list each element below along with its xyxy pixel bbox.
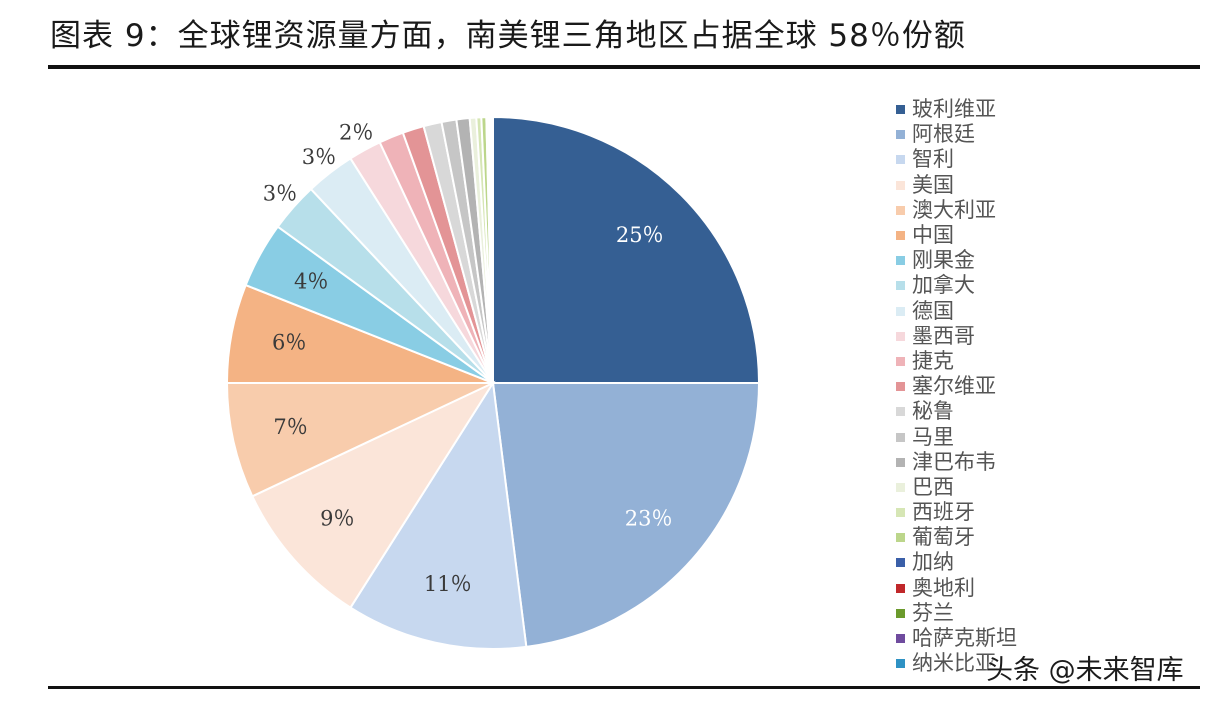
legend-swatch	[896, 105, 905, 115]
legend-item: 澳大利亚	[896, 198, 1017, 223]
pie-slice	[491, 382, 761, 649]
legend-swatch	[896, 508, 905, 518]
pie-slice	[225, 382, 494, 498]
legend-swatch	[896, 583, 905, 593]
legend-label: 中国	[912, 223, 954, 248]
legend-swatch	[896, 356, 905, 366]
legend-item: 秘鲁	[896, 399, 1017, 424]
legend-swatch	[896, 382, 905, 392]
legend-label: 捷克	[912, 348, 954, 373]
legend-label: 马里	[912, 424, 954, 449]
legend-item: 美国	[896, 173, 1017, 198]
legend-label: 巴西	[912, 474, 954, 499]
legend-label: 智利	[912, 147, 954, 172]
legend-label: 刚果金	[912, 248, 975, 273]
legend-swatch	[896, 659, 905, 669]
legend-label: 德国	[912, 298, 954, 323]
legend-item: 巴西	[896, 475, 1017, 500]
slice-data-label: 6％	[272, 331, 306, 355]
legend-item: 玻利维亚	[896, 97, 1017, 122]
legend-label: 芬兰	[912, 600, 954, 625]
legend-item: 阿根廷	[896, 122, 1017, 147]
legend-swatch	[896, 482, 905, 492]
chart-title: 图表 9：全球锂资源量方面，南美锂三角地区占据全球 58％份额	[50, 18, 966, 54]
legend-swatch	[896, 231, 905, 241]
legend-swatch	[896, 634, 905, 644]
legend-swatch	[896, 407, 905, 417]
legend-label: 秘鲁	[912, 399, 954, 424]
legend-item: 纳米比亚	[896, 651, 1017, 676]
legend-swatch	[896, 432, 905, 442]
legend-swatch	[896, 155, 905, 165]
pie-slice	[349, 380, 528, 650]
legend-item: 中国	[896, 223, 1017, 248]
top-rule	[48, 65, 1200, 69]
legend-swatch	[896, 306, 905, 316]
watermark: 头条 @未来智库	[986, 655, 1184, 686]
legend-label: 葡萄牙	[912, 525, 975, 550]
legend-item: 葡萄牙	[896, 525, 1017, 550]
legend-item: 加拿大	[896, 273, 1017, 298]
legend-label: 墨西哥	[912, 323, 975, 348]
slice-data-label: 7％	[273, 415, 307, 439]
legend-swatch	[896, 130, 905, 140]
legend-swatch	[896, 457, 905, 467]
legend-label: 澳大利亚	[912, 197, 996, 222]
legend-label: 纳米比亚	[912, 651, 996, 676]
legend-swatch	[896, 533, 905, 543]
legend-item: 哈萨克斯坦	[896, 626, 1017, 651]
legend-item: 西班牙	[896, 500, 1017, 525]
slice-data-label: 25％	[616, 223, 664, 247]
legend-item: 捷克	[896, 349, 1017, 374]
slice-data-label: 23％	[625, 507, 673, 531]
legend-swatch	[896, 256, 905, 266]
legend-item: 墨西哥	[896, 324, 1017, 349]
legend-label: 加拿大	[912, 273, 975, 298]
legend-label: 哈萨克斯坦	[912, 626, 1017, 651]
legend-swatch	[896, 205, 905, 215]
legend-label: 阿根廷	[912, 122, 975, 147]
legend: 玻利维亚 阿根廷 智利 美国 澳大利亚 中国 刚果金 加拿大 德国 墨西哥 捷克 塞尔维亚 秘鲁 马里 津巴…	[896, 97, 1017, 676]
slice-data-label: 4％	[294, 270, 328, 294]
slice-data-label: 3％	[263, 182, 297, 206]
legend-label: 加纳	[912, 550, 954, 575]
legend-item: 津巴布韦	[896, 450, 1017, 475]
slice-data-label: 2％	[339, 121, 373, 145]
legend-swatch	[896, 331, 905, 341]
legend-label: 奥地利	[912, 575, 975, 600]
legend-swatch	[896, 180, 905, 190]
pie-slice	[492, 115, 761, 384]
legend-label: 玻利维亚	[912, 97, 996, 122]
legend-item: 塞尔维亚	[896, 374, 1017, 399]
legend-item: 智利	[896, 147, 1017, 172]
pie-slice	[491, 115, 494, 384]
legend-item: 马里	[896, 424, 1017, 449]
legend-label: 津巴布韦	[912, 449, 996, 474]
legend-label: 西班牙	[912, 500, 975, 525]
legend-swatch	[896, 608, 905, 618]
legend-item: 奥地利	[896, 576, 1017, 601]
pie-slice	[250, 380, 496, 609]
legend-swatch	[896, 558, 905, 568]
legend-item: 加纳	[896, 550, 1017, 575]
bottom-rule	[48, 686, 1200, 689]
legend-label: 美国	[912, 172, 954, 197]
legend-item: 德国	[896, 299, 1017, 324]
slice-data-label: 3％	[302, 145, 336, 169]
legend-item: 芬兰	[896, 601, 1017, 626]
slice-data-label: 11％	[424, 572, 472, 596]
slice-data-label: 9％	[320, 507, 354, 531]
legend-swatch	[896, 281, 905, 291]
legend-item: 刚果金	[896, 248, 1017, 273]
legend-label: 塞尔维亚	[912, 374, 996, 399]
